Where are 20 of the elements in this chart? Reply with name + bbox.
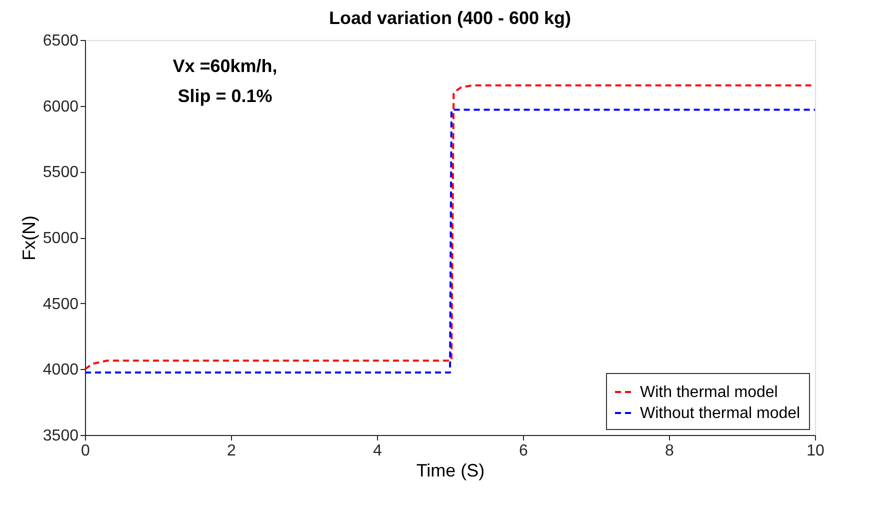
y-axis-title: Fx(N) <box>18 216 39 260</box>
y-tick-label: 4500 <box>42 296 79 313</box>
legend-label: Without thermal model <box>640 405 800 422</box>
x-tick-label: 8 <box>665 442 674 460</box>
y-tick-label: 5000 <box>42 230 79 247</box>
y-tick-label: 3500 <box>42 428 79 444</box>
annotation: Vx =60km/h, <box>172 56 278 76</box>
y-tick-label: 6500 <box>42 32 79 50</box>
y-tick-label: 5500 <box>42 164 79 182</box>
annotation: Slip = 0.1% <box>178 86 272 106</box>
x-axis-title: Time (S) <box>416 460 485 480</box>
y-tick-label: 4000 <box>42 362 79 379</box>
x-tick-label: 4 <box>373 442 382 460</box>
x-tick-label: 6 <box>519 442 528 460</box>
x-tick-label: 10 <box>806 442 824 460</box>
x-tick-label: 2 <box>227 442 236 460</box>
y-tick-label: 6000 <box>42 98 79 116</box>
chart-title: Load variation (400 - 600 kg) <box>328 8 572 28</box>
x-tick-label: 0 <box>81 442 90 460</box>
legend-label: With thermal model <box>640 384 778 401</box>
